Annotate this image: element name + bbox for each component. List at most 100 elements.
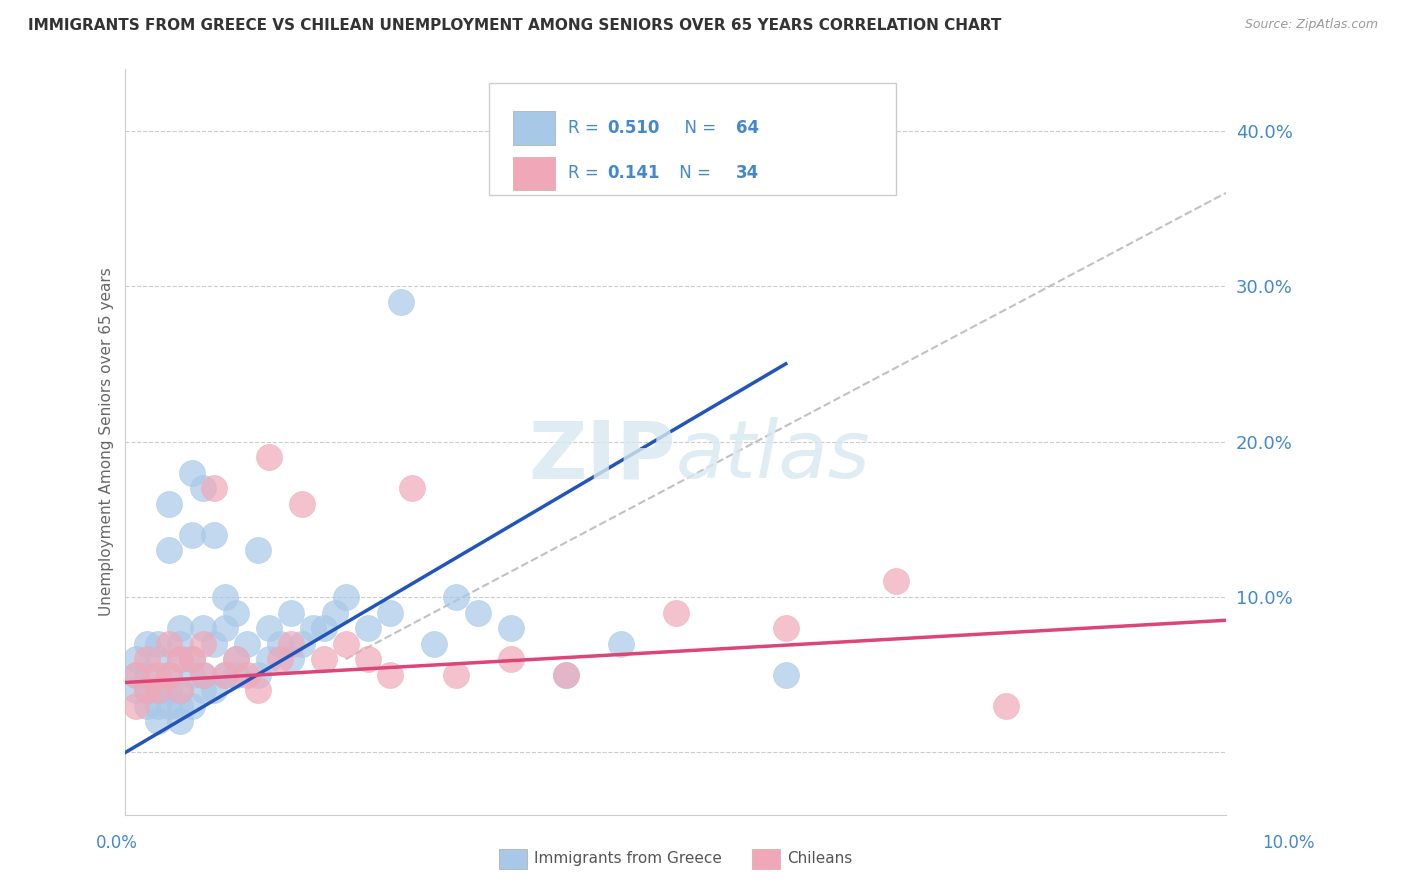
Text: R =: R = [568, 119, 603, 136]
Point [136, 698, 159, 713]
Point [136, 637, 159, 651]
Point [467, 606, 489, 620]
Text: atlas: atlas [676, 417, 870, 495]
Point [280, 637, 302, 651]
Text: 34: 34 [737, 164, 759, 182]
Point [269, 637, 291, 651]
Point [148, 714, 170, 729]
Point [159, 683, 181, 698]
Text: 0.141: 0.141 [607, 164, 659, 182]
Point [257, 621, 280, 635]
Y-axis label: Unemployment Among Seniors over 65 years: Unemployment Among Seniors over 65 years [100, 268, 114, 615]
Point [225, 606, 247, 620]
Point [169, 652, 191, 666]
Point [169, 621, 191, 635]
Text: 0.0%: 0.0% [96, 834, 138, 852]
Point [159, 637, 181, 651]
Text: N =: N = [673, 119, 721, 136]
Point [444, 590, 467, 604]
Point [214, 590, 236, 604]
Point [280, 606, 302, 620]
FancyBboxPatch shape [489, 84, 896, 195]
Point [280, 652, 302, 666]
Point [125, 683, 148, 698]
Point [159, 698, 181, 713]
Point [136, 652, 159, 666]
Point [356, 652, 378, 666]
Point [389, 294, 412, 309]
FancyBboxPatch shape [513, 157, 555, 190]
Point [191, 637, 214, 651]
Point [169, 683, 191, 698]
Point [444, 667, 467, 681]
Point [148, 652, 170, 666]
Point [290, 637, 312, 651]
Point [335, 637, 357, 651]
Point [609, 637, 631, 651]
Point [180, 528, 202, 542]
Point [191, 621, 214, 635]
Point [180, 466, 202, 480]
Point [214, 667, 236, 681]
Text: 64: 64 [737, 119, 759, 136]
FancyBboxPatch shape [513, 111, 555, 145]
Point [775, 667, 797, 681]
Point [125, 667, 148, 681]
Text: 10.0%: 10.0% [1263, 834, 1315, 852]
Point [312, 621, 335, 635]
Text: N =: N = [673, 164, 716, 182]
Point [246, 543, 269, 558]
Point [148, 637, 170, 651]
Point [257, 450, 280, 464]
Point [191, 481, 214, 495]
Point [665, 606, 688, 620]
Text: IMMIGRANTS FROM GREECE VS CHILEAN UNEMPLOYMENT AMONG SENIORS OVER 65 YEARS CORRE: IMMIGRANTS FROM GREECE VS CHILEAN UNEMPL… [28, 18, 1001, 33]
Point [225, 652, 247, 666]
Point [191, 683, 214, 698]
Point [378, 606, 401, 620]
Text: ZIP: ZIP [529, 417, 676, 495]
Point [214, 667, 236, 681]
Point [136, 683, 159, 698]
Point [191, 667, 214, 681]
Point [202, 528, 225, 542]
Point [554, 667, 576, 681]
Point [235, 637, 257, 651]
Point [235, 667, 257, 681]
Point [180, 698, 202, 713]
Point [136, 683, 159, 698]
Point [269, 652, 291, 666]
Point [422, 637, 444, 651]
Point [499, 652, 522, 666]
Point [159, 667, 181, 681]
Point [159, 667, 181, 681]
Point [246, 667, 269, 681]
Point [994, 698, 1017, 713]
Point [169, 714, 191, 729]
Point [202, 683, 225, 698]
Text: Immigrants from Greece: Immigrants from Greece [534, 851, 723, 865]
Point [148, 667, 170, 681]
Point [290, 497, 312, 511]
Point [169, 698, 191, 713]
Point [148, 683, 170, 698]
Point [884, 574, 907, 589]
Point [169, 652, 191, 666]
Point [180, 652, 202, 666]
Point [499, 621, 522, 635]
Point [159, 497, 181, 511]
Point [125, 652, 148, 666]
Point [125, 698, 148, 713]
Text: 0.510: 0.510 [607, 119, 659, 136]
Point [401, 481, 423, 495]
Text: Source: ZipAtlas.com: Source: ZipAtlas.com [1244, 18, 1378, 31]
Point [202, 637, 225, 651]
Point [378, 667, 401, 681]
Point [312, 652, 335, 666]
Point [554, 667, 576, 681]
Text: Chileans: Chileans [787, 851, 852, 865]
Point [225, 652, 247, 666]
Point [169, 683, 191, 698]
Point [202, 481, 225, 495]
Point [246, 683, 269, 698]
